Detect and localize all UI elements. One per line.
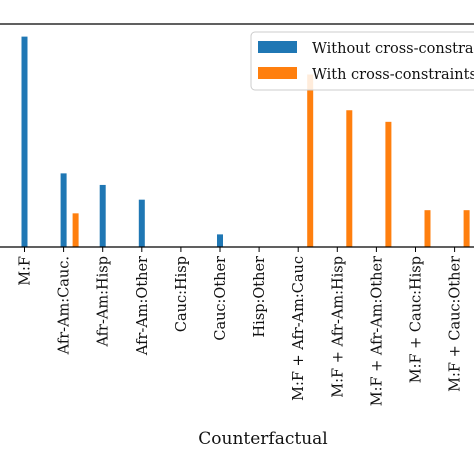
x-tick-label: M:F xyxy=(18,256,34,286)
bar-with-cross-constraints-8 xyxy=(346,110,353,247)
bar-without-cross-constraints-2 xyxy=(99,184,106,247)
legend-swatch-without-cross-constraints xyxy=(258,41,297,53)
bar-with-cross-constraints-9 xyxy=(385,121,392,247)
bar-with-cross-constraints-11 xyxy=(463,210,470,247)
bar-without-cross-constraints-3 xyxy=(138,199,145,247)
x-tick-label: Afr-Am:Cauc. xyxy=(57,256,73,355)
x-axis-label: Counterfactual xyxy=(198,429,327,449)
x-ticks-layer: M:F Afr-Am:Cauc. Afr-Am:Hisp Afr-Am:Other Ca… xyxy=(18,247,464,406)
bars-layer xyxy=(21,36,470,248)
x-tick-label: Cauc:Hisp xyxy=(174,256,190,332)
bar-with-cross-constraints-1 xyxy=(72,213,79,247)
x-tick-label: M:F + Afr-Am:Cauc xyxy=(291,256,307,401)
x-tick-label: Afr-Am:Hisp xyxy=(96,256,112,348)
x-tick-label: M:F + Cauc:Other xyxy=(448,256,464,392)
legend-box xyxy=(250,31,474,91)
x-tick-label: Cauc:Other xyxy=(213,256,229,341)
bar-with-cross-constraints-7 xyxy=(307,74,314,248)
bar-without-cross-constraints-0 xyxy=(21,36,28,248)
legend-label-without-cross-constraints: Without cross-constraints xyxy=(312,41,474,57)
x-tick-label: M:F + Cauc:Hisp xyxy=(409,256,425,383)
x-tick-label: M:F + Afr-Am:Other xyxy=(369,256,385,406)
legend-label-with-cross-constraints: With cross-constraints xyxy=(312,67,474,83)
legend: Without cross-constraints With cross-cons… xyxy=(250,31,474,91)
x-tick-label: Afr-Am:Other xyxy=(135,256,151,356)
x-tick-label: Hisp:Other xyxy=(252,256,268,338)
x-tick-label: M:F + Afr-Am:Hisp xyxy=(330,256,346,398)
bar-without-cross-constraints-1 xyxy=(60,173,67,247)
bar-with-cross-constraints-10 xyxy=(424,210,431,247)
legend-swatch-with-cross-constraints xyxy=(258,67,297,79)
bar-without-cross-constraints-5 xyxy=(217,234,223,247)
